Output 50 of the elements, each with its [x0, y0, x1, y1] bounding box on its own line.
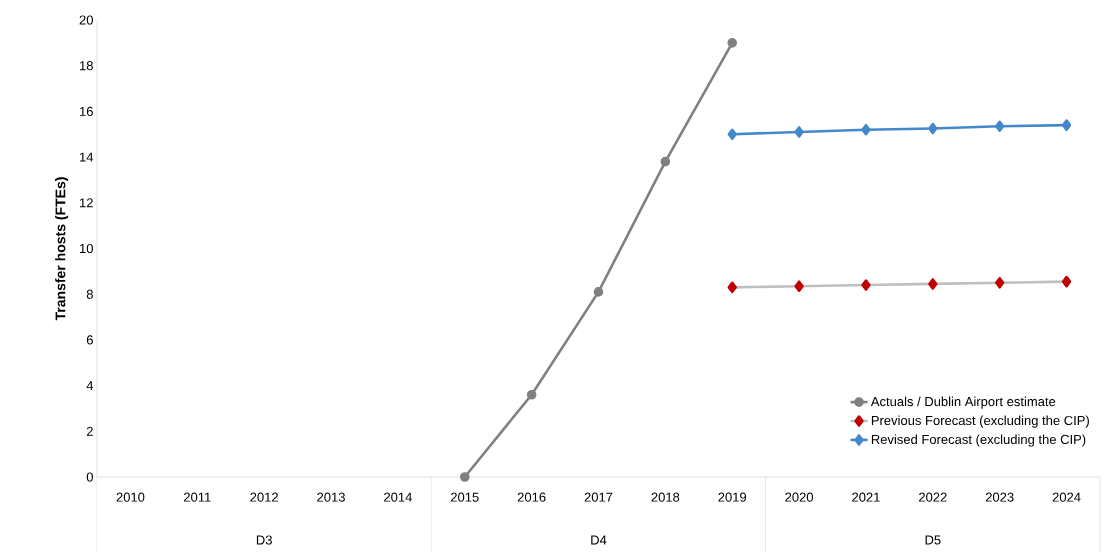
y-tick-label: 0	[86, 472, 93, 482]
point	[861, 123, 871, 136]
legend-label: Revised Forecast (excluding the CIP)	[871, 434, 1086, 447]
point	[593, 287, 604, 297]
legend-label: Previous Forecast (excluding the CIP)	[871, 415, 1089, 428]
x-tick-label: 2022	[919, 492, 947, 502]
y-tick-label: 8	[86, 289, 93, 299]
y-tick-label: 6	[86, 335, 93, 345]
x-tick-label: 2010	[116, 492, 145, 502]
y-tick-label: 18	[80, 61, 93, 71]
x-tick-label: 2021	[852, 492, 880, 502]
point	[1061, 275, 1072, 288]
point	[526, 389, 537, 400]
y-tick-label: 16	[80, 106, 93, 116]
x-tick-label: 2020	[785, 492, 814, 502]
point	[1061, 119, 1072, 131]
x-tick-label: 2016	[517, 492, 546, 502]
point	[794, 126, 804, 138]
point	[794, 280, 804, 292]
point	[727, 128, 737, 141]
x-tick-label: 2012	[250, 492, 278, 502]
y-tick-label: 20	[79, 15, 93, 25]
point	[928, 122, 938, 135]
x-tick-label: 2014	[384, 492, 412, 502]
point	[459, 472, 470, 482]
point	[928, 278, 938, 290]
y-axis-title: Transfer hosts (FTEs)	[55, 177, 69, 321]
point	[727, 281, 737, 294]
point	[995, 276, 1005, 289]
x-tick-label: 2011	[183, 492, 211, 502]
x-tick-label: 2017	[584, 492, 613, 502]
x-tick-label: 2024	[1052, 492, 1081, 502]
text: D3	[256, 535, 272, 545]
x-tick-label: 2015	[450, 492, 479, 502]
point	[660, 156, 671, 167]
legend-label: Actuals / Dublin Airport estimate	[870, 396, 1056, 409]
point	[727, 38, 738, 48]
x-tick-label: 2018	[651, 492, 680, 502]
y-tick-label: 2	[86, 426, 93, 436]
y-tick-label: 14	[80, 152, 94, 162]
x-tick-label: 2023	[985, 492, 1014, 502]
x-tick-label: 2013	[317, 492, 345, 502]
y-tick-label: 4	[86, 381, 94, 391]
y-tick-label: 12	[80, 198, 93, 208]
point	[861, 279, 871, 291]
text: D5	[925, 535, 941, 545]
point	[995, 120, 1005, 133]
x-tick-label: 2019	[718, 492, 747, 502]
text: D4	[591, 535, 607, 545]
y-tick-label: 10	[80, 243, 93, 254]
